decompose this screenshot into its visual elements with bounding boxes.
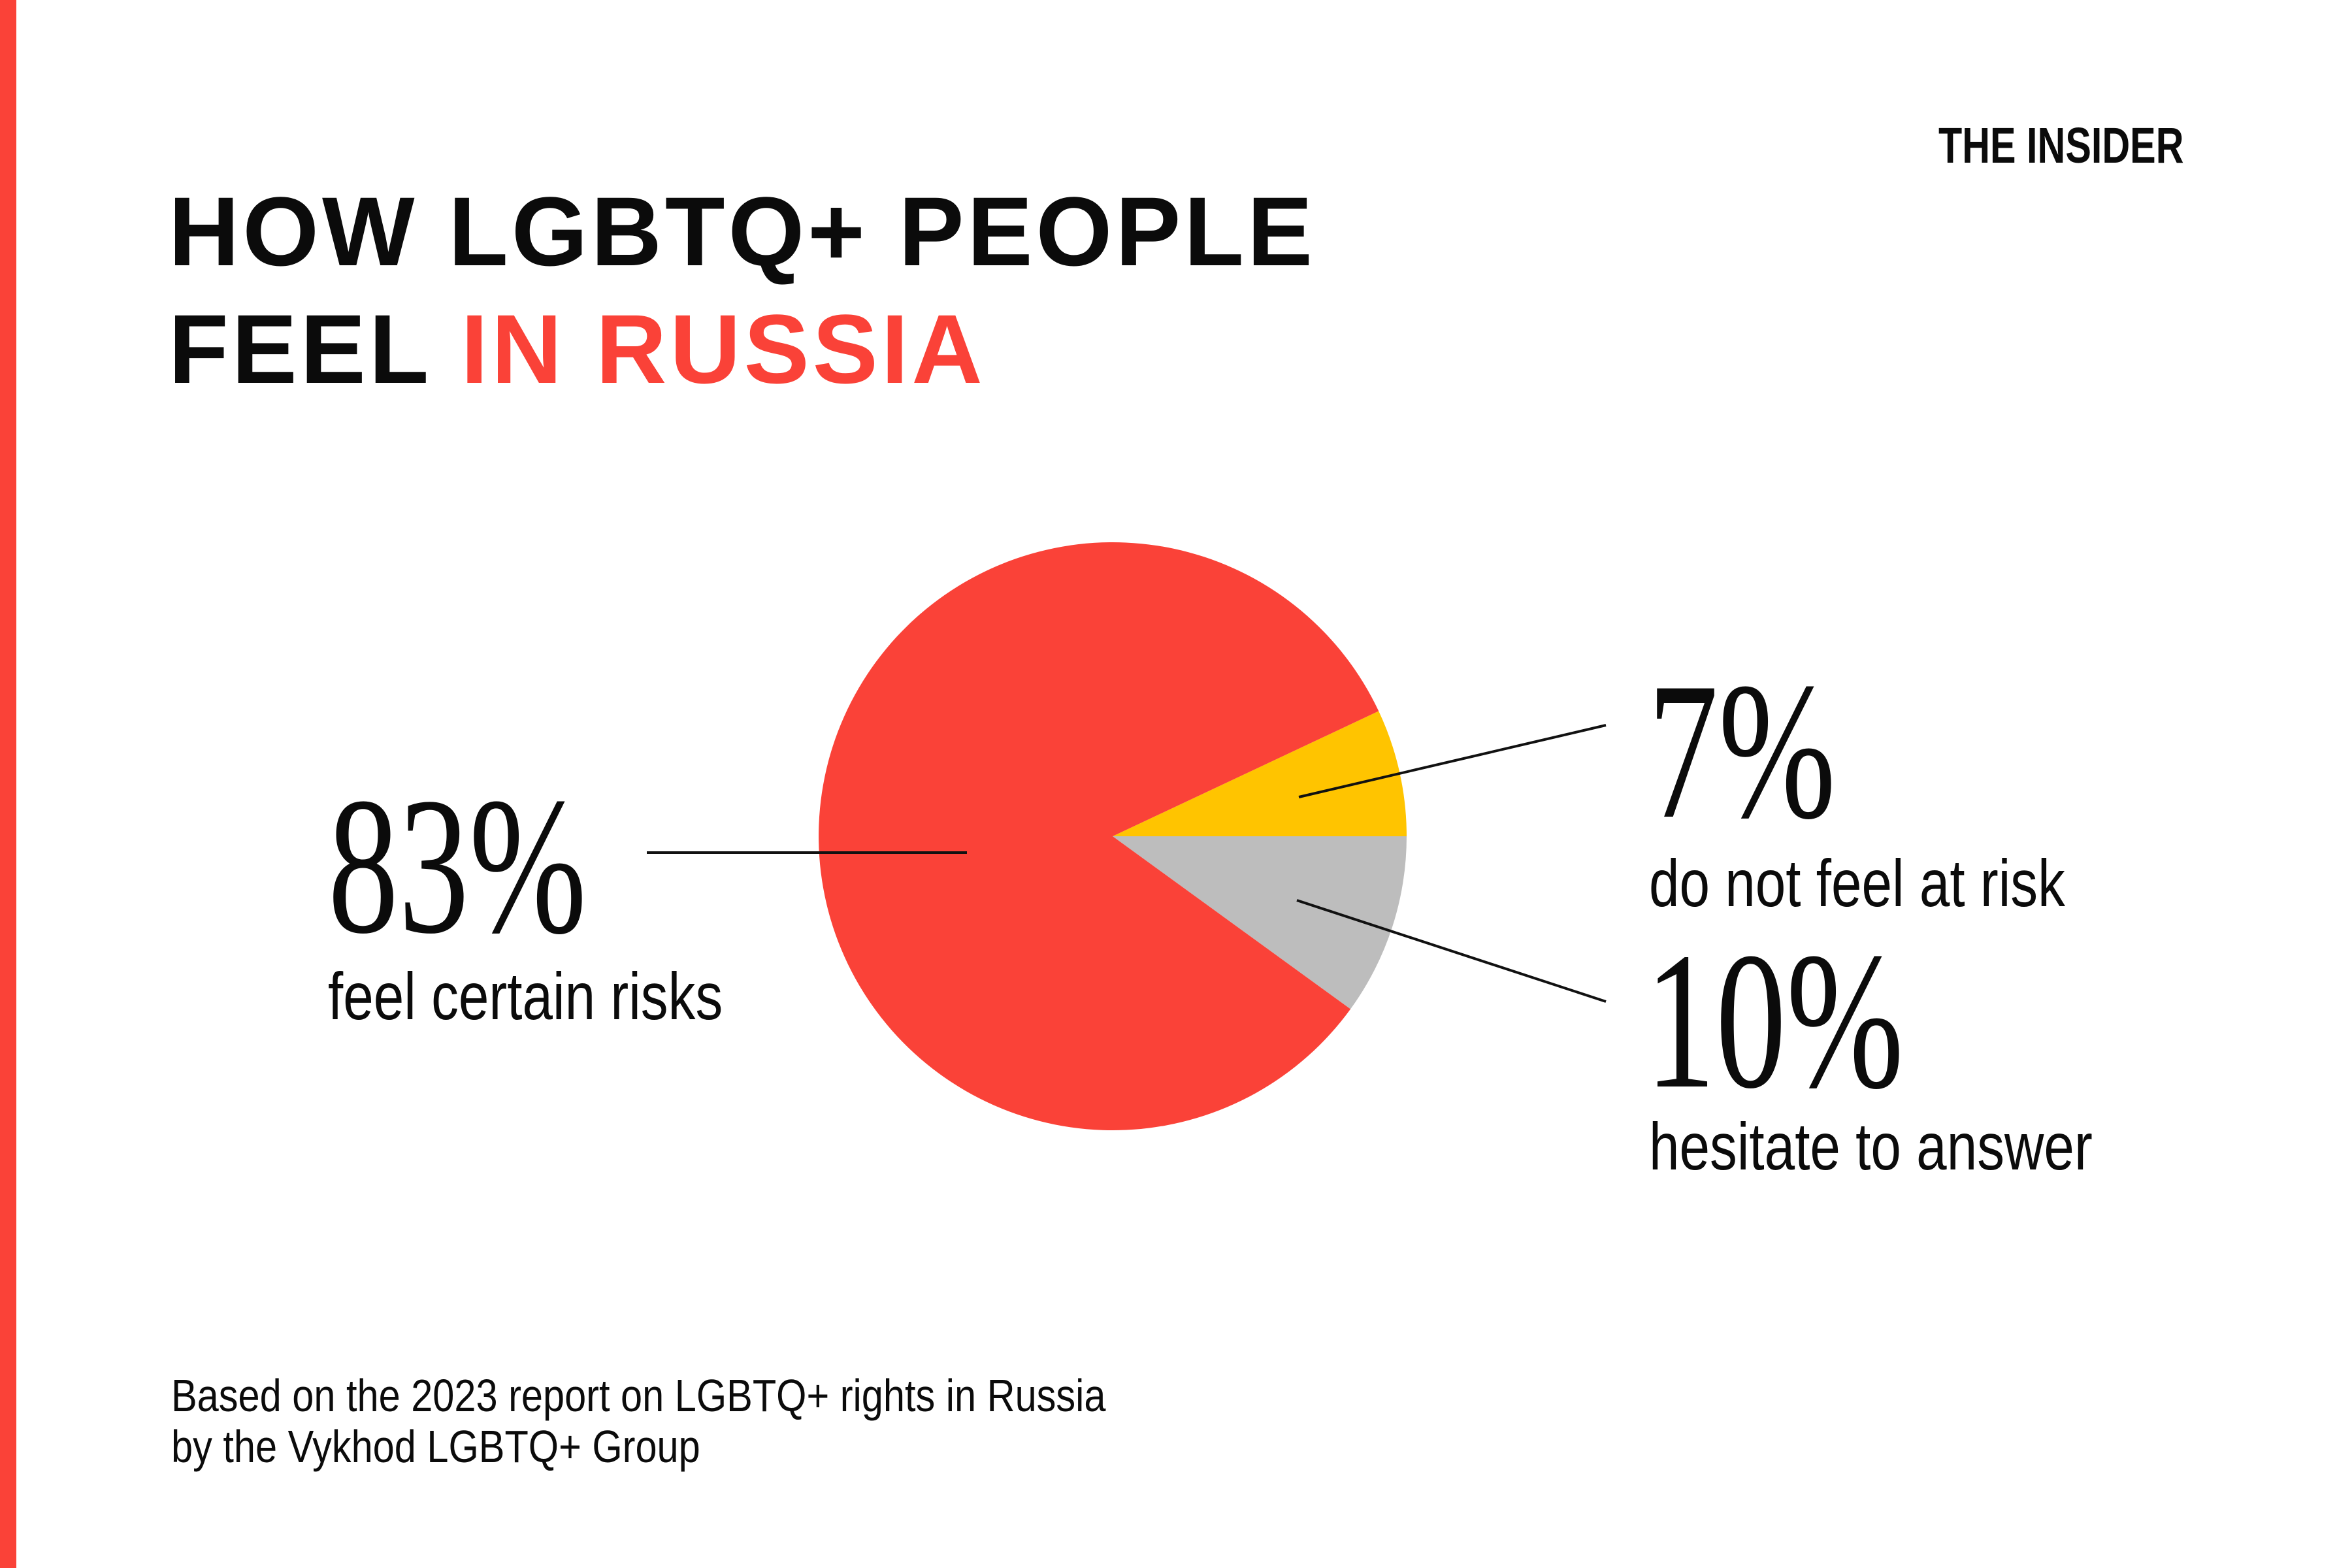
left-accent-bar <box>0 0 16 1568</box>
pie-slice-do-not-feel-at-risk <box>1113 711 1407 836</box>
title-line2-red: IN RUSSIA <box>461 293 986 404</box>
pie-slices <box>819 542 1407 1131</box>
label-do-not-feel-at-risk: do not feel at risk <box>1649 846 2065 921</box>
source-note: Based on the 2023 report on LGBTQ+ right… <box>171 1370 1105 1472</box>
the-insider-logo: THE INSIDER <box>1938 118 2184 174</box>
value-hesitate-to-answer: 10% <box>1645 912 1904 1129</box>
label-hesitate-to-answer: hesitate to answer <box>1649 1109 2093 1184</box>
title-line2-black: FEEL <box>169 293 431 404</box>
source-note-line2: by the Vykhod LGBTQ+ Group <box>171 1421 700 1472</box>
leader-lines <box>647 724 1607 1003</box>
page-title: HOW LGBTQ+ PEOPLE FEEL IN RUSSIA <box>169 172 1316 408</box>
pie-slice-feel-certain-risks <box>819 542 1379 1131</box>
value-do-not-feel-at-risk: 7% <box>1648 642 1836 859</box>
source-note-line1: Based on the 2023 report on LGBTQ+ right… <box>171 1370 1106 1421</box>
leader-line-hesitate-to-answer <box>1296 899 1607 1003</box>
title-line1: HOW LGBTQ+ PEOPLE <box>169 176 1316 286</box>
pie-slice-hesitate-to-answer <box>1113 836 1407 1009</box>
label-feel-certain-risks: feel certain risks <box>328 959 723 1034</box>
value-feel-certain-risks: 83% <box>328 757 587 974</box>
leader-line-do-not-feel-at-risk <box>1298 724 1607 798</box>
